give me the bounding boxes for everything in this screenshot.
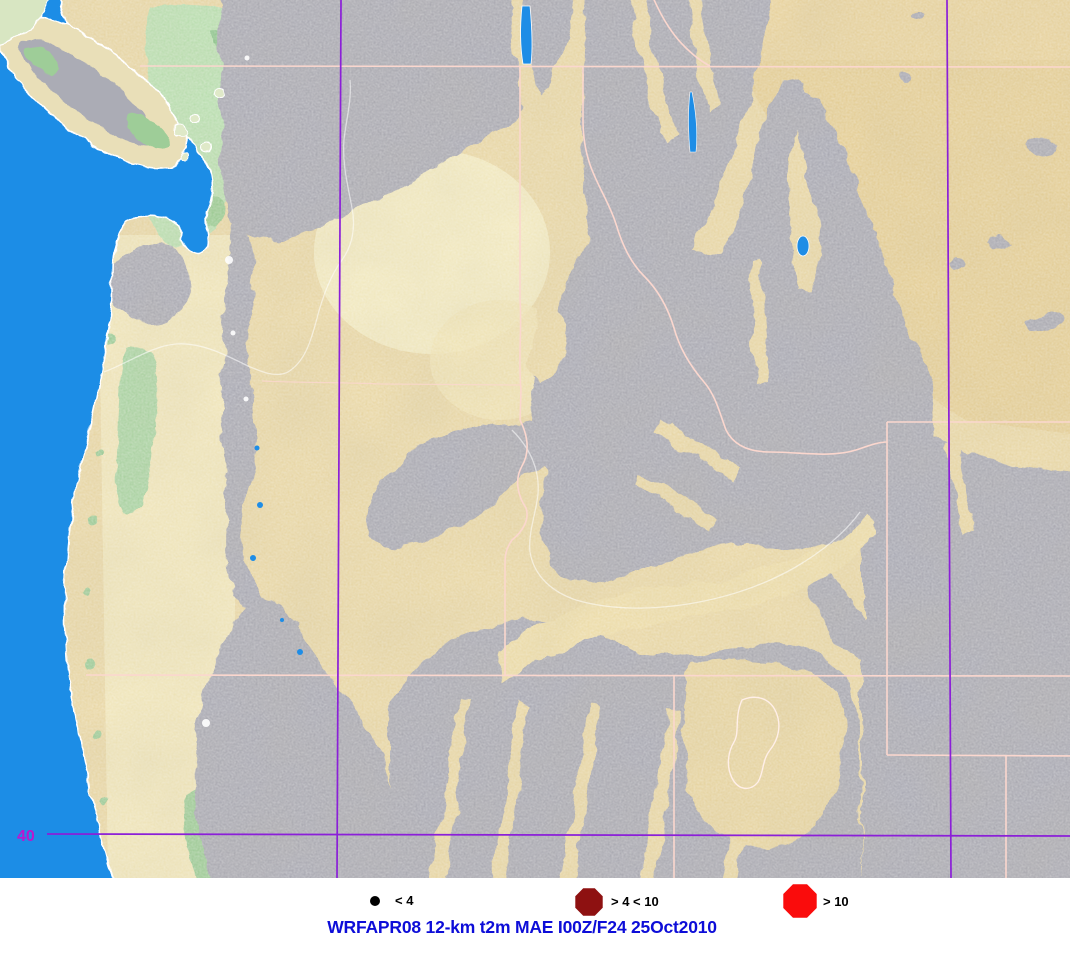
great-salt-lake-outline: [727, 696, 780, 789]
legend-label-gt10: > 10: [823, 894, 849, 909]
legend-octagon-high-icon: [783, 884, 817, 918]
latitude-label: 40: [17, 828, 35, 845]
border-or-id: [504, 419, 528, 675]
plot-title: WRFAPR08 12-km t2m MAE I00Z/F24 25Oct201…: [327, 917, 717, 937]
state-borders: [85, 0, 1070, 878]
vancouver-island: [0, 0, 227, 169]
border-wa-id: [519, 66, 522, 421]
terrain-map: 40: [0, 0, 1070, 891]
border-49n: [139, 65, 1070, 68]
border-wa-or: [261, 380, 521, 386]
meridian-west: [336, 0, 342, 879]
legend-label-lt4: < 4: [395, 893, 414, 908]
border-42n: [85, 674, 1070, 677]
parallel-40n: [46, 833, 1070, 837]
legend-dot-icon: [370, 896, 380, 906]
border-bc-ab: [653, 0, 711, 67]
terrain-map-svg: 40: [0, 0, 1070, 891]
rivers: [103, 79, 861, 609]
meridian-east: [946, 0, 952, 879]
border-id-mt: [582, 66, 888, 455]
border-wy-ut: [886, 754, 1070, 757]
snowcap-peaks: [202, 55, 250, 727]
graticule: [46, 0, 1070, 879]
legend-octagon-mid-icon: [575, 888, 603, 916]
legend-label-4to10: > 4 < 10: [611, 894, 659, 909]
